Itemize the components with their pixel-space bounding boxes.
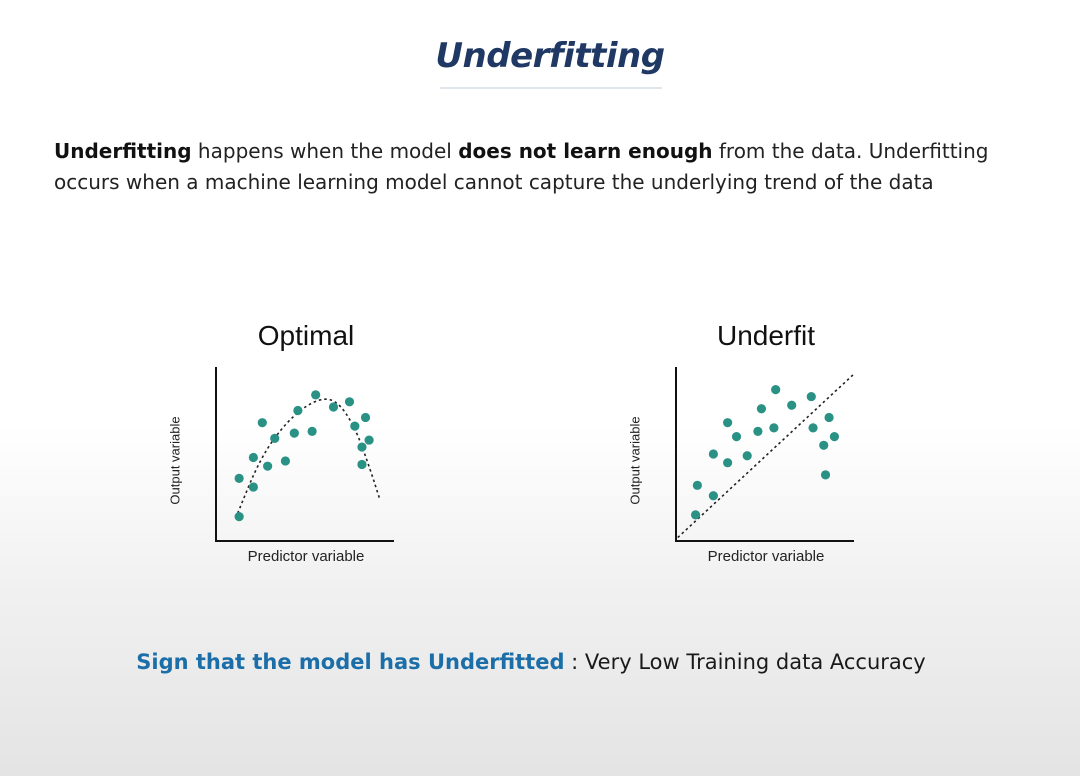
data-point [357,459,367,470]
y-axis-label: Output variable [167,416,183,505]
data-point [771,385,781,395]
underfit-chart-plot [675,367,855,542]
data-point [708,491,718,501]
data-point [311,390,321,400]
data-point [829,432,840,442]
optimal-chart-plot [215,367,394,542]
description-paragraph: Underfitting happens when the model does… [54,136,1044,198]
underfit-sign: Sign that the model has Underfitted : Ve… [0,650,1062,674]
description-term: Underfitting [54,139,192,163]
data-point [756,404,767,414]
data-point [344,397,355,407]
chart-title: Optimal [257,320,355,351]
data-point [692,480,702,490]
data-point [753,426,763,436]
optimal-chart: Optimal Predictor variable Output variab… [167,312,441,582]
data-point [731,432,742,442]
data-point [328,402,339,412]
data-point [234,473,244,483]
data-point [270,433,280,443]
data-point [248,482,258,492]
data-point [289,428,299,438]
data-point [357,442,367,452]
data-point [787,400,797,410]
description-text-2: from the data. Underfitting occurs when … [54,139,989,194]
data-point [808,423,818,433]
sign-label: Sign that the model has Underfitted [136,650,565,674]
page-title: Underfitting [435,36,665,76]
description-emphasis: does not learn enough [458,139,713,163]
chart-title: Underfit [716,320,816,351]
x-axis-label: Predictor variable [247,548,365,565]
data-point [819,440,829,450]
data-point [769,423,779,433]
data-point [742,451,752,461]
data-point [248,452,258,463]
underfit-chart: Underfit Predictor variable Output varia… [627,312,901,582]
data-point [820,470,831,480]
data-point [723,458,733,468]
data-point [708,449,718,459]
data-point [690,510,701,520]
data-point [280,456,291,466]
y-axis-label: Output variable [627,416,643,505]
data-point [307,426,317,436]
data-point [806,391,816,402]
data-point [234,512,244,522]
x-axis-label: Predictor variable [707,548,825,565]
data-point [360,412,371,423]
data-point [263,461,273,471]
fit-line [677,373,855,539]
data-point [824,412,834,423]
sign-value: : Very Low Training data Accuracy [564,650,926,674]
data-point [723,418,733,428]
description-text-1: happens when the model [191,139,459,163]
title-underline [440,87,662,89]
data-point [350,421,360,431]
data-point [293,405,303,416]
data-point [257,418,267,428]
data-point [364,435,374,445]
